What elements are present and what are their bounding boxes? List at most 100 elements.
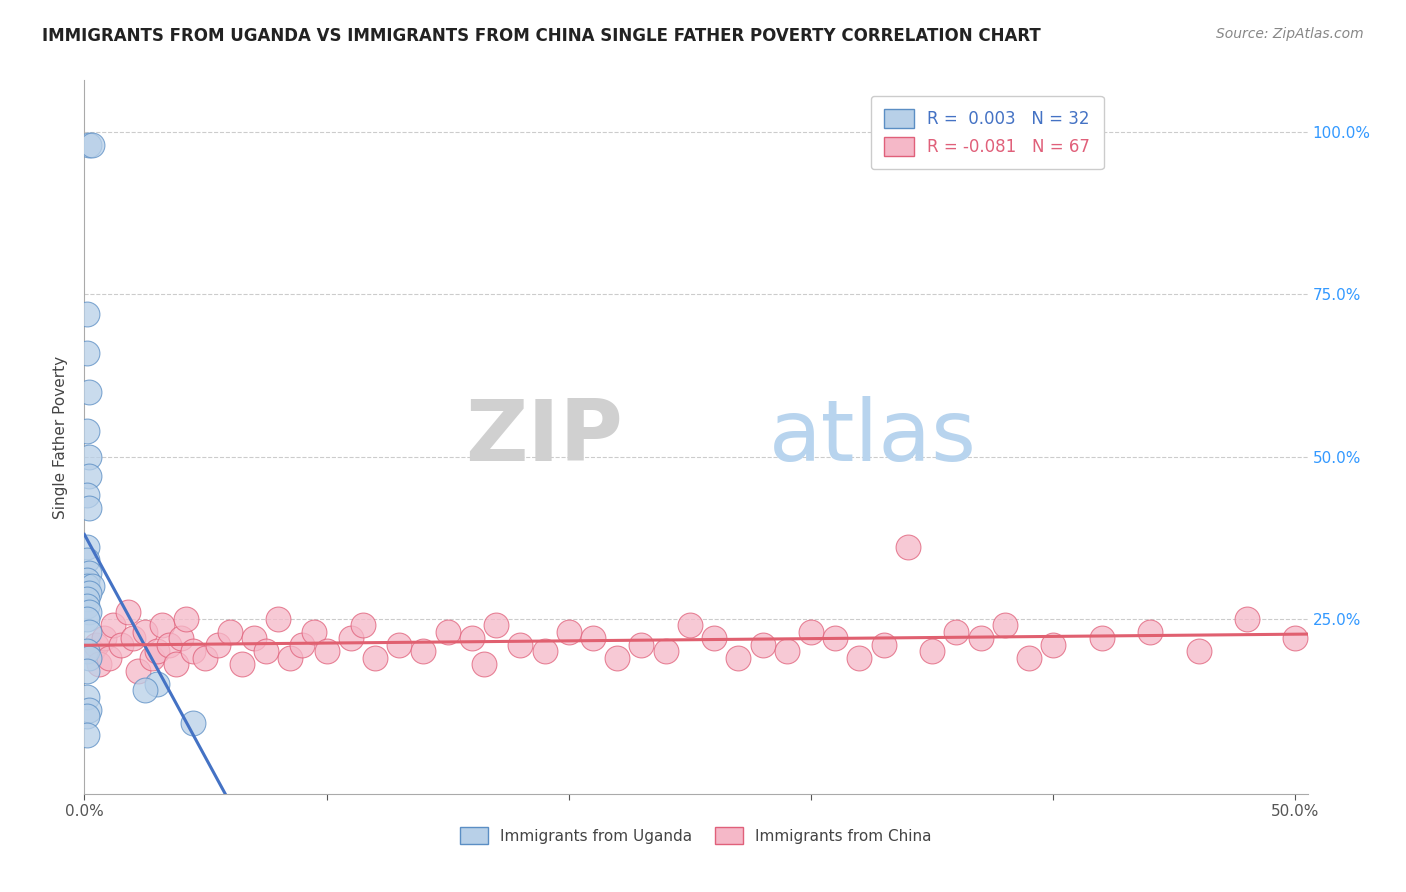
Point [76, 424, 98, 438]
Point [80, 644, 103, 658]
Point [254, 644, 277, 658]
Point [170, 631, 193, 645]
Point [134, 624, 156, 639]
Legend: Immigrants from Uganda, Immigrants from China: Immigrants from Uganda, Immigrants from … [454, 821, 938, 850]
Point [76, 599, 98, 613]
Point [183, 644, 205, 658]
Point [77, 605, 100, 619]
Point [340, 631, 363, 645]
Point [76, 709, 98, 723]
Point [352, 618, 374, 632]
Point [97, 650, 120, 665]
Point [76, 612, 98, 626]
Point [86, 638, 108, 652]
Point [485, 618, 508, 632]
Point [1139, 624, 1161, 639]
Point [1236, 612, 1258, 626]
Point [110, 638, 132, 652]
Point [800, 624, 823, 639]
Point [679, 618, 702, 632]
Point [969, 631, 991, 645]
Point [533, 644, 555, 658]
Point [174, 612, 197, 626]
Point [77, 566, 100, 581]
Point [703, 631, 725, 645]
Point [77, 650, 100, 665]
Point [231, 657, 253, 672]
Point [267, 612, 290, 626]
Point [87, 657, 110, 672]
Point [76, 644, 98, 658]
Point [80, 579, 103, 593]
Point [76, 573, 98, 587]
Point [630, 638, 652, 652]
Point [76, 690, 98, 704]
Point [146, 644, 169, 658]
Text: atlas: atlas [769, 395, 977, 479]
Point [165, 657, 187, 672]
Point [412, 644, 434, 658]
Point [472, 657, 495, 672]
Point [77, 469, 100, 483]
Point [134, 683, 156, 698]
Point [121, 631, 143, 645]
Point [150, 618, 173, 632]
Point [921, 644, 943, 658]
Point [1187, 644, 1209, 658]
Point [1042, 638, 1064, 652]
Point [945, 624, 967, 639]
Point [897, 541, 920, 555]
Point [994, 618, 1017, 632]
Point [243, 631, 266, 645]
Point [146, 676, 169, 690]
Point [218, 624, 240, 639]
Point [157, 638, 180, 652]
Point [606, 650, 628, 665]
Point [582, 631, 605, 645]
Point [1018, 650, 1040, 665]
Point [436, 624, 458, 639]
Point [207, 638, 229, 652]
Point [727, 650, 749, 665]
Point [103, 618, 125, 632]
Point [558, 624, 581, 639]
Point [315, 644, 337, 658]
Point [1091, 631, 1114, 645]
Text: Source: ZipAtlas.com: Source: ZipAtlas.com [1216, 27, 1364, 41]
Point [654, 644, 676, 658]
Point [76, 579, 98, 593]
Point [77, 384, 100, 399]
Point [76, 592, 98, 607]
Point [183, 715, 205, 730]
Point [776, 644, 799, 658]
Point [77, 501, 100, 516]
Point [76, 345, 98, 359]
Point [127, 664, 149, 678]
Point [364, 650, 387, 665]
Point [304, 624, 326, 639]
Point [77, 586, 100, 600]
Point [194, 650, 217, 665]
Point [278, 650, 301, 665]
Y-axis label: Single Father Poverty: Single Father Poverty [53, 356, 69, 518]
Point [77, 624, 100, 639]
Point [76, 664, 98, 678]
Point [848, 650, 870, 665]
Point [76, 553, 98, 567]
Point [77, 138, 100, 153]
Point [76, 488, 98, 502]
Point [388, 638, 411, 652]
Point [461, 631, 484, 645]
Point [509, 638, 531, 652]
Point [93, 631, 115, 645]
Point [751, 638, 773, 652]
Point [873, 638, 896, 652]
Point [77, 450, 100, 464]
Point [824, 631, 846, 645]
Point [76, 541, 98, 555]
Point [1284, 631, 1306, 645]
Point [76, 307, 98, 321]
Point [141, 650, 163, 665]
Point [117, 605, 139, 619]
Point [80, 138, 103, 153]
